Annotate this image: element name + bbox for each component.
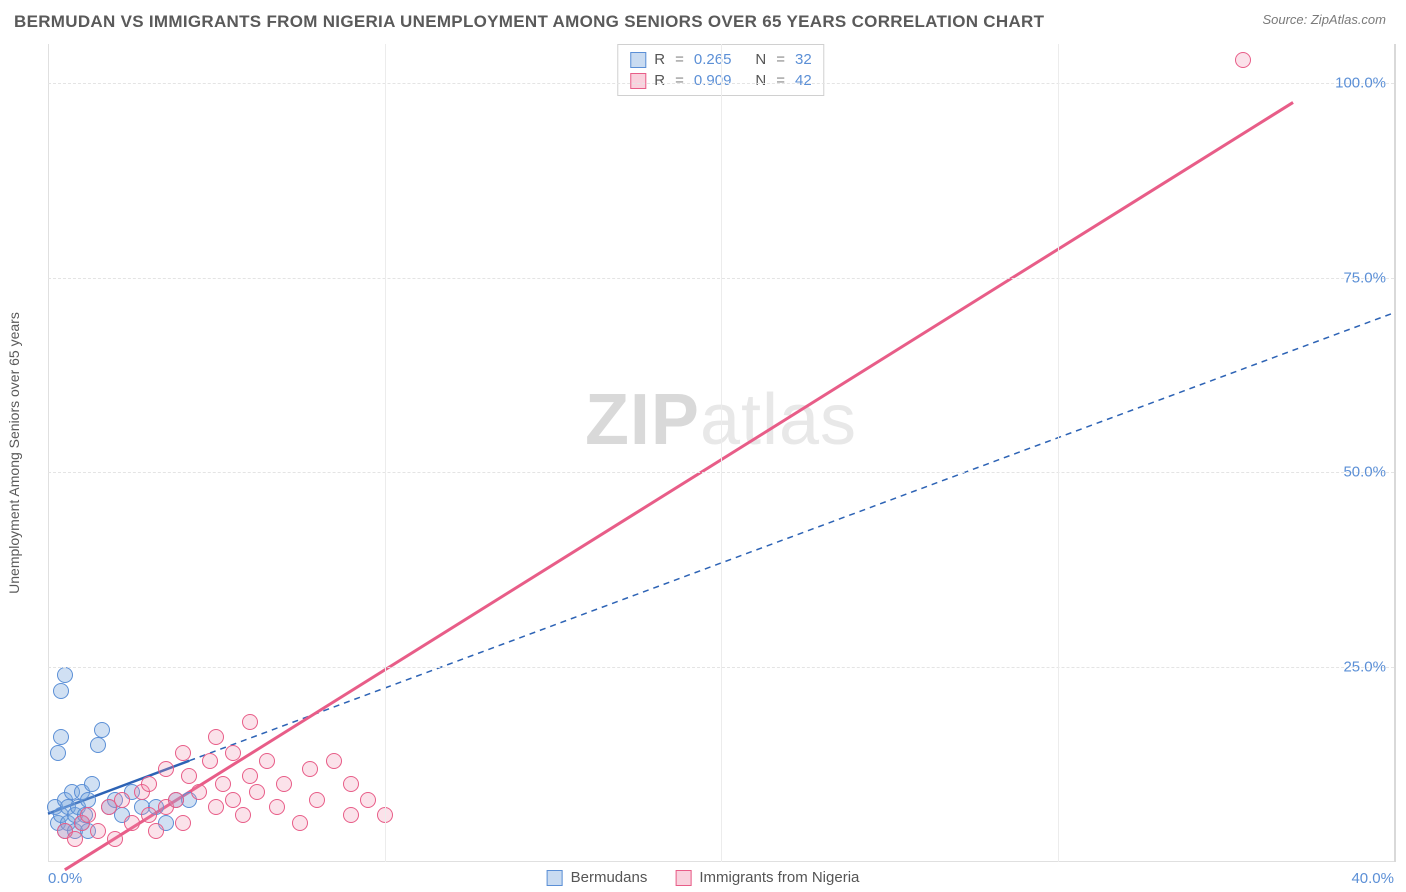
r-value-bermudans: 0.265 [694,51,732,68]
r-label: R [654,72,665,89]
chart-header: BERMUDAN VS IMMIGRANTS FROM NIGERIA UNEM… [0,0,1406,36]
swatch-blue-icon [547,870,563,886]
data-point [175,745,191,761]
data-point [80,792,96,808]
data-point [80,807,96,823]
r-label: R [654,51,665,68]
equals-sign: = [776,51,785,68]
y-tick-label: 25.0% [1343,659,1386,676]
y-tick-label: 75.0% [1343,269,1386,286]
data-point [90,737,106,753]
legend-item-bermudans: Bermudans [547,869,648,886]
data-point [67,831,83,847]
equals-sign: = [675,72,684,89]
data-point [269,799,285,815]
data-point [343,807,359,823]
y-tick-label: 50.0% [1343,464,1386,481]
grid-line-v [385,44,386,862]
data-point [114,792,130,808]
data-point [242,714,258,730]
source-prefix: Source: [1262,12,1310,27]
data-point [225,792,241,808]
grid-line-v [721,44,722,862]
data-point [343,776,359,792]
data-point [50,745,66,761]
data-point [90,823,106,839]
grid-line-v [1058,44,1059,862]
data-point [208,729,224,745]
data-point [141,807,157,823]
data-point [225,745,241,761]
x-tick-label: 40.0% [1351,870,1394,887]
data-point [276,776,292,792]
data-point [1235,52,1251,68]
data-point [53,683,69,699]
data-point [242,768,258,784]
data-point [168,792,184,808]
chart-area: Unemployment Among Seniors over 65 years… [48,44,1396,862]
data-point [292,815,308,831]
data-point [249,784,265,800]
swatch-blue-icon [630,52,646,68]
series-legend: Bermudans Immigrants from Nigeria [547,869,860,886]
data-point [175,815,191,831]
y-axis-label: Unemployment Among Seniors over 65 years [6,312,22,594]
data-point [53,729,69,745]
source-citation: Source: ZipAtlas.com [1262,12,1386,27]
swatch-pink-icon [675,870,691,886]
data-point [181,768,197,784]
data-point [309,792,325,808]
data-point [191,784,207,800]
n-label: N [755,72,766,89]
chart-title: BERMUDAN VS IMMIGRANTS FROM NIGERIA UNEM… [14,12,1044,32]
legend-item-nigeria: Immigrants from Nigeria [675,869,859,886]
data-point [215,776,231,792]
data-point [302,761,318,777]
data-point [107,831,123,847]
legend-label-bermudans: Bermudans [571,869,648,886]
r-value-nigeria: 0.909 [694,72,732,89]
n-label: N [755,51,766,68]
source-name: ZipAtlas.com [1311,12,1386,27]
n-value-nigeria: 42 [795,72,812,89]
swatch-pink-icon [630,73,646,89]
equals-sign: = [776,72,785,89]
data-point [259,753,275,769]
equals-sign: = [675,51,684,68]
data-point [235,807,251,823]
data-point [360,792,376,808]
data-point [94,722,110,738]
n-value-bermudans: 32 [795,51,812,68]
legend-label-nigeria: Immigrants from Nigeria [699,869,859,886]
y-tick-label: 100.0% [1335,74,1386,91]
data-point [84,776,100,792]
x-tick-label: 0.0% [48,870,82,887]
data-point [124,815,140,831]
data-point [202,753,218,769]
data-point [326,753,342,769]
data-point [141,776,157,792]
data-point [208,799,224,815]
data-point [57,667,73,683]
data-point [158,761,174,777]
data-point [148,823,164,839]
